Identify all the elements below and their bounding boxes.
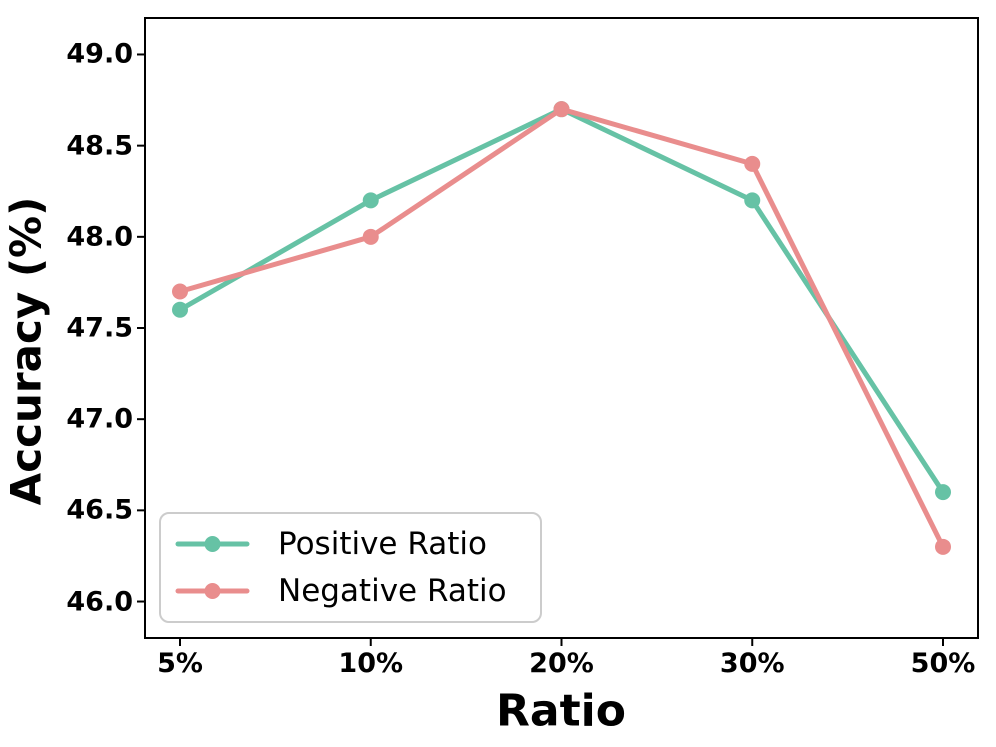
data-point-positive-ratio	[744, 192, 761, 209]
data-point-negative-ratio	[362, 228, 379, 245]
legend-item-positive-ratio: Positive Ratio	[175, 526, 524, 562]
series-line-positive-ratio	[177, 106, 946, 495]
data-point-positive-ratio	[935, 484, 951, 501]
data-point-negative-ratio	[744, 155, 761, 172]
legend-label: Positive Ratio	[278, 525, 487, 562]
legend-line-marker-icon	[175, 583, 250, 600]
legend: Positive Ratio Negative Ratio	[159, 512, 542, 623]
data-point-negative-ratio	[935, 538, 951, 555]
x-axis-title: Ratio	[496, 685, 626, 737]
series-line-negative-ratio	[177, 106, 946, 550]
data-point-negative-ratio	[172, 283, 188, 300]
data-point-negative-ratio	[553, 101, 570, 118]
legend-label: Negative Ratio	[278, 573, 507, 610]
legend-line-marker-icon	[175, 535, 250, 552]
y-axis-title: Accuracy (%)	[1, 196, 51, 506]
legend-item-negative-ratio: Negative Ratio	[175, 573, 524, 609]
data-point-positive-ratio	[172, 301, 188, 318]
data-point-positive-ratio	[362, 192, 379, 209]
